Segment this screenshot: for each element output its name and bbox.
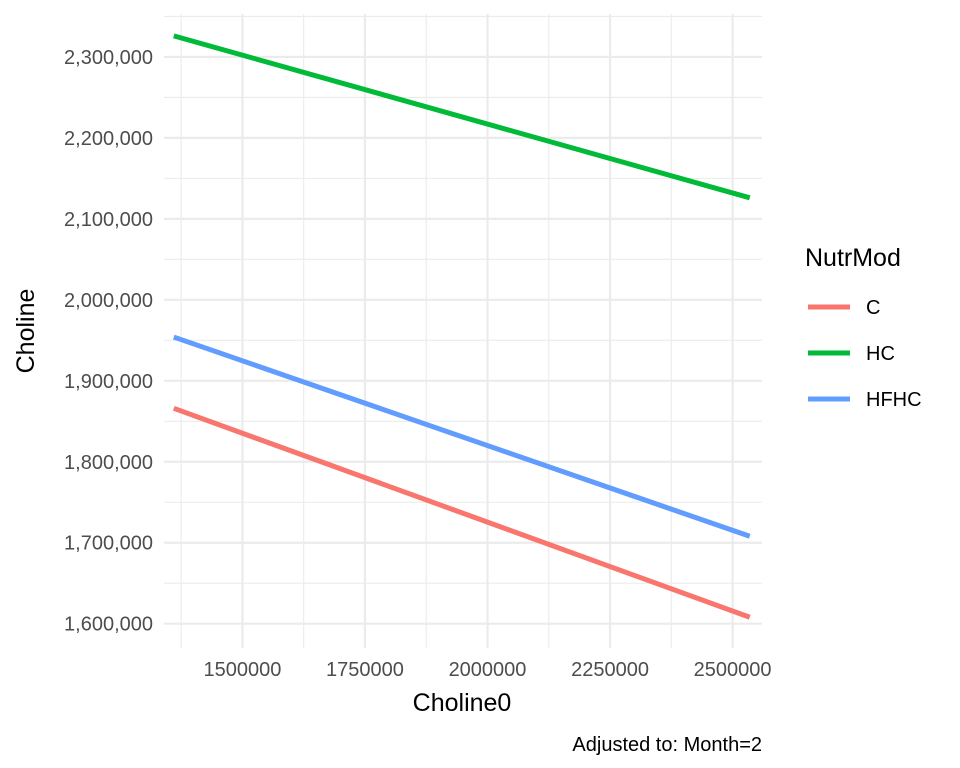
- x-tick-label: 2250000: [571, 659, 649, 681]
- y-tick-label: 2,000,000: [64, 290, 153, 312]
- y-tick-label: 2,100,000: [64, 209, 153, 231]
- x-tick-label: 1500000: [203, 659, 281, 681]
- y-axis-ticks: 1,600,000 1,700,000 1,800,000 1,900,000 2,00…: [64, 47, 153, 636]
- grid-major: [164, 14, 762, 648]
- x-tick-label: 2500000: [694, 659, 772, 681]
- y-tick-label: 1,800,000: [64, 452, 153, 474]
- x-axis-title: Choline0: [413, 689, 512, 717]
- legend-label-c: C: [866, 297, 880, 319]
- x-axis-ticks: 1500000 1750000 2000000 2250000 2500000: [203, 659, 771, 681]
- y-tick-label: 1,900,000: [64, 371, 153, 393]
- y-tick-label: 1,700,000: [64, 533, 153, 555]
- caption: Adjusted to: Month=2: [572, 734, 762, 756]
- legend-label-hfhc: HFHC: [866, 389, 922, 411]
- series-layer: [172, 33, 751, 620]
- y-tick-label: 2,200,000: [64, 128, 153, 150]
- series-line-hc: [173, 33, 751, 201]
- legend-title: NutrMod: [805, 244, 901, 272]
- grid-minor: [164, 14, 762, 648]
- legend-label-hc: HC: [866, 343, 895, 365]
- y-axis-title: Choline: [12, 289, 40, 374]
- series-line-c: [172, 405, 751, 620]
- x-tick-label: 2000000: [449, 659, 527, 681]
- y-tick-label: 1,600,000: [64, 614, 153, 636]
- legend: C HC HFHC: [808, 297, 922, 411]
- series-line-hfhc: [172, 334, 751, 539]
- x-tick-label: 1750000: [326, 659, 404, 681]
- y-tick-label: 2,300,000: [64, 47, 153, 69]
